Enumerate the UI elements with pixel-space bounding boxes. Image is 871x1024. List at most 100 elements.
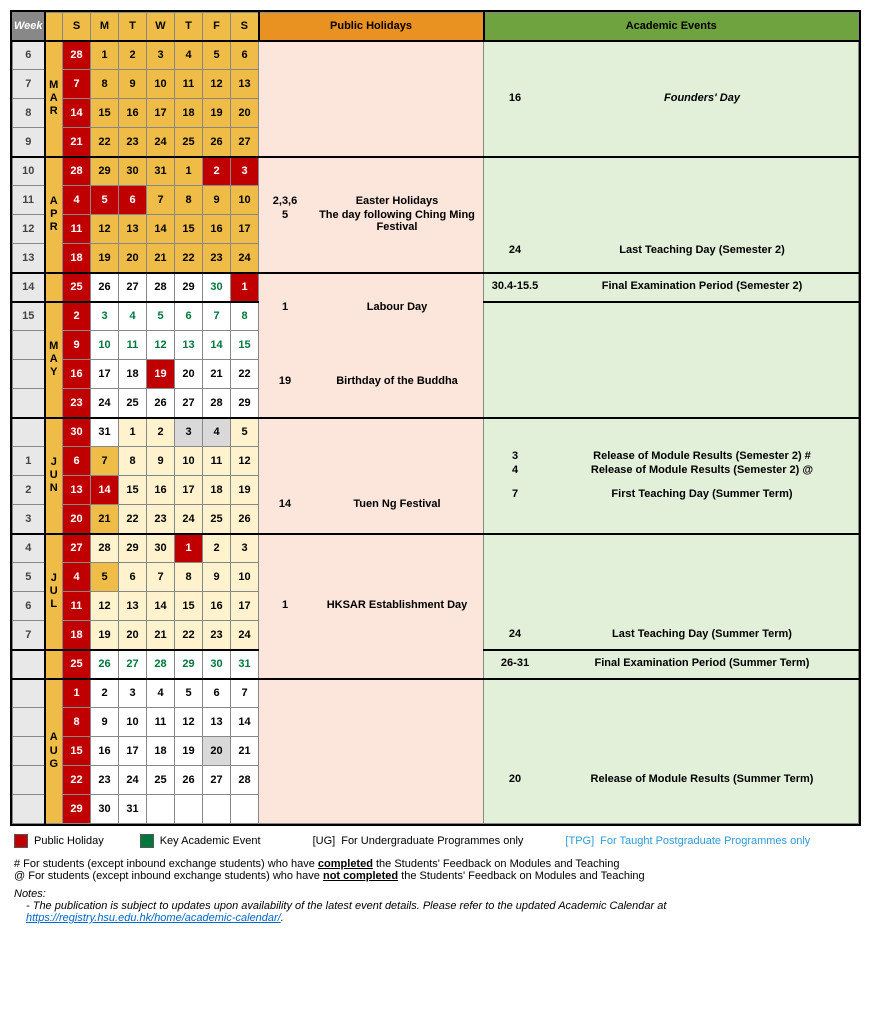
day-cell: 16 [63, 360, 91, 389]
day-cell: 8 [63, 708, 91, 737]
day-cell: 8 [175, 186, 203, 215]
footnotes: # For students (except inbound exchange … [10, 858, 861, 930]
day-cell: 1 [91, 41, 119, 70]
day-cell: 21 [63, 128, 91, 157]
day-cell: 29 [91, 157, 119, 186]
day-cell: 19 [203, 99, 231, 128]
day-cell: 22 [175, 621, 203, 650]
day-cell: 5 [231, 418, 259, 447]
day-cell: 24 [119, 766, 147, 795]
day-cell: 8 [91, 70, 119, 99]
day-cell: 17 [231, 592, 259, 621]
day-cell: 12 [175, 708, 203, 737]
day-cell: 13 [119, 592, 147, 621]
day-cell: 6 [119, 186, 147, 215]
day-cell: 17 [231, 215, 259, 244]
day-cell: 28 [63, 41, 91, 70]
day-cell: 29 [231, 389, 259, 418]
day-cell: 23 [63, 389, 91, 418]
day-cell: 16 [147, 476, 175, 505]
day-cell: 15 [175, 592, 203, 621]
day-cell: 3 [91, 302, 119, 331]
day-cell: 26 [231, 505, 259, 534]
day-cell: 16 [203, 215, 231, 244]
academic-events-cell: 24Last Teaching Day (Summer Term) [484, 534, 859, 650]
day-cell: 7 [147, 563, 175, 592]
month-header [45, 13, 63, 41]
week-number [13, 418, 45, 447]
day-cell [231, 795, 259, 824]
day-cell: 30 [203, 650, 231, 679]
day-cell: 22 [91, 128, 119, 157]
day-cell: 4 [203, 418, 231, 447]
day-cell: 12 [203, 70, 231, 99]
day-cell: 4 [147, 679, 175, 708]
day-cell: 18 [203, 476, 231, 505]
legend-box-ph [14, 834, 28, 848]
day-cell: 26 [203, 128, 231, 157]
day-cell: 5 [175, 679, 203, 708]
day-cell: 2 [203, 157, 231, 186]
day-cell: 21 [231, 737, 259, 766]
day-cell: 20 [231, 99, 259, 128]
day-cell: 31 [91, 418, 119, 447]
day-cell: 17 [91, 360, 119, 389]
day-cell: 11 [147, 708, 175, 737]
month-label: MAY [45, 302, 63, 418]
day-cell: 14 [63, 99, 91, 128]
note-1-pre: - The publication is subject to updates … [26, 900, 666, 912]
day-cell: 9 [119, 70, 147, 99]
day-cell: 30 [63, 418, 91, 447]
day-cell: 17 [175, 476, 203, 505]
week-number: 7 [13, 621, 45, 650]
legend-ug-tag: [UG] [313, 835, 336, 847]
note-1-link[interactable]: https://registry.hsu.edu.hk/home/academi… [26, 912, 281, 924]
day-cell: 11 [119, 331, 147, 360]
week-number: 8 [13, 99, 45, 128]
day-cell: 25 [203, 505, 231, 534]
month-label [45, 650, 63, 679]
day-cell: 25 [175, 128, 203, 157]
week-number [13, 360, 45, 389]
day-cell: 14 [203, 331, 231, 360]
day-cell: 24 [231, 621, 259, 650]
day-header-t1: T [119, 13, 147, 41]
day-cell: 28 [203, 389, 231, 418]
day-cell: 18 [175, 99, 203, 128]
week-number: 6 [13, 592, 45, 621]
day-cell: 10 [119, 708, 147, 737]
day-cell: 1 [63, 679, 91, 708]
day-cell: 26 [175, 766, 203, 795]
day-cell: 3 [119, 679, 147, 708]
day-cell: 15 [231, 331, 259, 360]
legend-label-ae: Key Academic Event [160, 835, 261, 847]
day-cell: 20 [119, 244, 147, 273]
day-cell: 29 [175, 650, 203, 679]
legend-tpg-tag: [TPG] [565, 835, 594, 847]
calendar-body: 6MAR2812345616Founders' Day7789101112138… [13, 41, 859, 824]
day-cell: 14 [91, 476, 119, 505]
week-number [13, 795, 45, 824]
academic-events-cell: 16Founders' Day [484, 41, 859, 157]
day-cell: 11 [63, 215, 91, 244]
day-cell: 2 [63, 302, 91, 331]
day-cell: 2 [203, 534, 231, 563]
day-cell: 13 [231, 70, 259, 99]
day-cell: 1 [175, 157, 203, 186]
note-1-post: . [281, 912, 284, 924]
week-number: 13 [13, 244, 45, 273]
day-cell: 3 [231, 157, 259, 186]
day-cell: 23 [119, 128, 147, 157]
academic-events-cell [484, 302, 859, 418]
day-cell: 6 [119, 563, 147, 592]
academic-events-cell: 26-31Final Examination Period (Summer Te… [484, 650, 859, 679]
day-cell: 5 [91, 563, 119, 592]
calendar-table: Week S M T W T F S Public Holidays Acade… [12, 12, 859, 824]
day-cell: 27 [119, 273, 147, 302]
day-cell: 24 [147, 128, 175, 157]
public-holidays-cell: 1HKSAR Establishment Day [259, 534, 484, 679]
day-cell: 27 [63, 534, 91, 563]
day-cell: 4 [119, 302, 147, 331]
day-cell: 17 [119, 737, 147, 766]
week-number: 11 [13, 186, 45, 215]
